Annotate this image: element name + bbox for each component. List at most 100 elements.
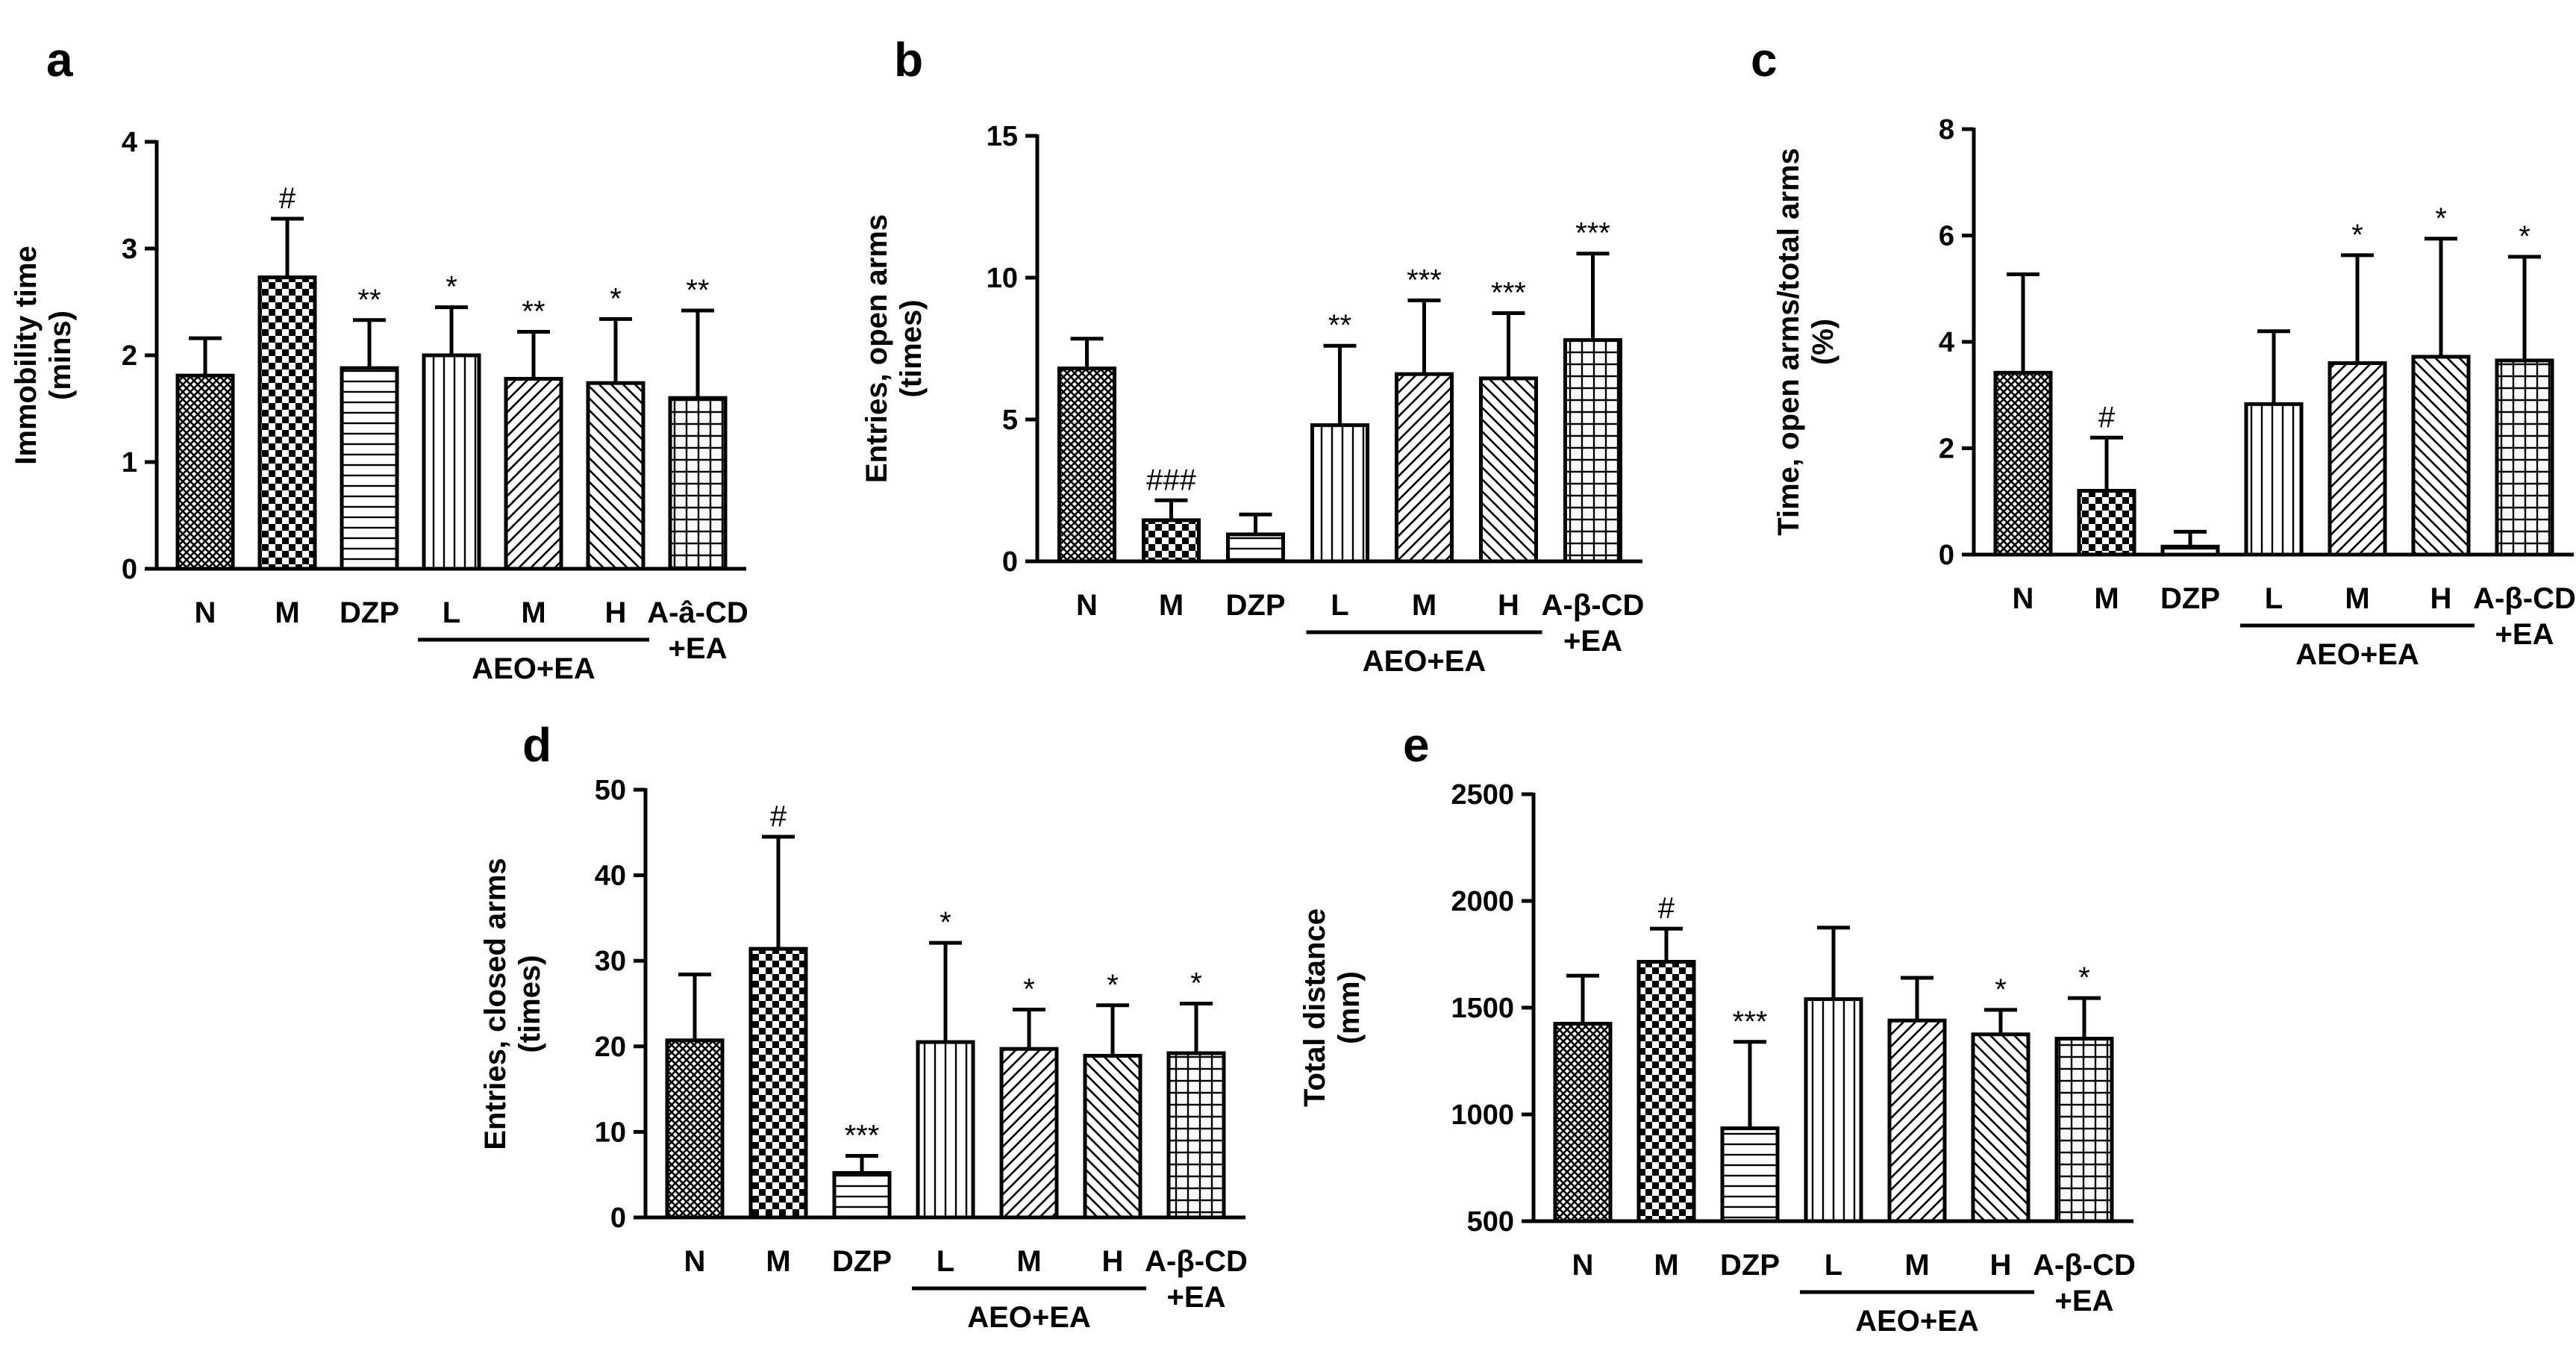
- y-tick-label: 2500: [1451, 779, 1514, 811]
- x-tick-label: A-β-CD: [1542, 589, 1645, 622]
- y-tick-label: 10: [595, 1117, 626, 1148]
- significance-label: ***: [1491, 277, 1526, 310]
- bar: [1636, 960, 1696, 1223]
- bar: [1720, 1126, 1780, 1223]
- y-axis-title-line: Immobility time: [10, 246, 43, 464]
- y-axis-title-line: Entries, open arms: [860, 214, 893, 483]
- x-tick-label: DZP: [1720, 1249, 1780, 1282]
- bar: [1395, 372, 1454, 564]
- y-tick-label: 0: [122, 554, 137, 585]
- bar: [1310, 423, 1369, 564]
- group-label: AEO+EA: [967, 1301, 1091, 1334]
- x-tick-label: M: [2345, 582, 2369, 615]
- x-tick-label: A-β-CD: [1145, 1245, 1248, 1278]
- bar: [586, 381, 645, 571]
- bar: [916, 1040, 975, 1220]
- x-tick-label: N: [1076, 589, 1098, 622]
- x-tick-label: H: [1990, 1249, 2012, 1282]
- bar: [175, 373, 235, 571]
- y-tick-label: 50: [595, 775, 626, 806]
- y-axis-title: Entries, closed arms(times): [479, 858, 546, 1150]
- x-tick-label: H: [605, 596, 627, 629]
- bar: [1083, 1053, 1142, 1220]
- y-tick-label: 15: [987, 121, 1018, 152]
- bar: [832, 1170, 892, 1220]
- y-tick-label: 0: [1939, 540, 1954, 571]
- panel-label: b: [894, 33, 923, 87]
- y-axis-title: Immobility time(mins): [10, 246, 77, 464]
- x-tick-label: N: [195, 596, 216, 629]
- significance-label: *: [1190, 967, 1202, 1000]
- panel-d: d Entries, closed arms(times) 0 10 20 30 40 50 N…: [479, 718, 1248, 1334]
- panel-e: e Total distance(mm) 500 1000 1500 2000 2500 N #…: [1298, 718, 2136, 1338]
- significance-label: **: [1328, 309, 1351, 342]
- bar: [1166, 1051, 1226, 1220]
- x-tick-label: M: [2094, 582, 2119, 615]
- y-tick-label: 6: [1939, 221, 1954, 252]
- bar: [1804, 997, 1863, 1223]
- significance-label: #: [279, 182, 296, 215]
- bar: [2077, 489, 2136, 557]
- significance-label: ###: [1146, 464, 1196, 496]
- group-label: AEO+EA: [2295, 638, 2419, 671]
- x-tick-label: L: [2265, 582, 2283, 615]
- bar: [1553, 1021, 1613, 1223]
- bar: [748, 946, 808, 1220]
- x-tick-label: DZP: [832, 1245, 892, 1278]
- significance-label: *: [1107, 969, 1119, 1002]
- x-tick-label: M: [1159, 589, 1184, 622]
- significance-label: **: [357, 284, 381, 316]
- bar: [257, 275, 317, 571]
- y-tick-label: 20: [595, 1032, 626, 1063]
- significance-label: #: [770, 800, 787, 833]
- bar: [1057, 366, 1116, 564]
- x-tick-label: N: [2013, 582, 2034, 615]
- y-tick-label: 500: [1467, 1206, 1514, 1238]
- panel-label: d: [522, 718, 551, 772]
- significance-label: ***: [1575, 217, 1610, 250]
- significance-label: #: [2098, 401, 2116, 434]
- y-axis-title: Total distance(mm): [1298, 908, 1366, 1107]
- group-label: AEO+EA: [472, 652, 595, 685]
- panel-b: b Entries, open arms(times) 0 5 10 15 N ### M DZP…: [860, 33, 1644, 678]
- y-tick-label: 10: [987, 263, 1018, 294]
- x-tick-label: +EA: [1167, 1281, 1226, 1314]
- significance-label: *: [1023, 973, 1035, 1006]
- x-tick-label: H: [2430, 582, 2452, 615]
- y-axis-title-line: (times): [513, 955, 546, 1052]
- x-tick-label: M: [1412, 589, 1437, 622]
- y-axis-title-line: (mins): [44, 311, 77, 400]
- significance-label: #: [1658, 892, 1675, 925]
- panel-label: e: [1403, 718, 1430, 772]
- y-tick-label: 3: [122, 234, 137, 265]
- x-tick-label: DZP: [340, 596, 399, 629]
- bar: [1479, 376, 1538, 564]
- bar: [340, 366, 399, 571]
- group-label: AEO+EA: [1363, 645, 1486, 678]
- significance-label: *: [2435, 202, 2447, 235]
- y-tick-label: 0: [610, 1203, 626, 1234]
- significance-label: ***: [1733, 1005, 1768, 1038]
- bar: [1226, 532, 1285, 564]
- bar: [668, 396, 728, 571]
- significance-label: *: [1995, 973, 2007, 1006]
- bar: [2244, 402, 2304, 557]
- bar: [2054, 1036, 2114, 1223]
- y-axis-title: Entries, open arms(times): [860, 214, 928, 483]
- y-tick-label: 40: [595, 861, 626, 892]
- y-axis-title-line: (times): [895, 299, 928, 397]
- x-tick-label: M: [275, 596, 299, 629]
- y-tick-label: 0: [1002, 546, 1018, 578]
- x-tick-label: M: [766, 1245, 790, 1278]
- y-tick-label: 4: [122, 127, 137, 158]
- significance-label: **: [522, 296, 545, 328]
- x-tick-label: H: [1498, 589, 1519, 622]
- x-tick-label: M: [521, 596, 545, 629]
- y-tick-label: 2000: [1451, 886, 1514, 917]
- x-tick-label: M: [1904, 1249, 1929, 1282]
- x-tick-label: M: [1016, 1245, 1041, 1278]
- x-tick-label: DZP: [2160, 582, 2220, 615]
- x-tick-label: +EA: [2495, 618, 2554, 651]
